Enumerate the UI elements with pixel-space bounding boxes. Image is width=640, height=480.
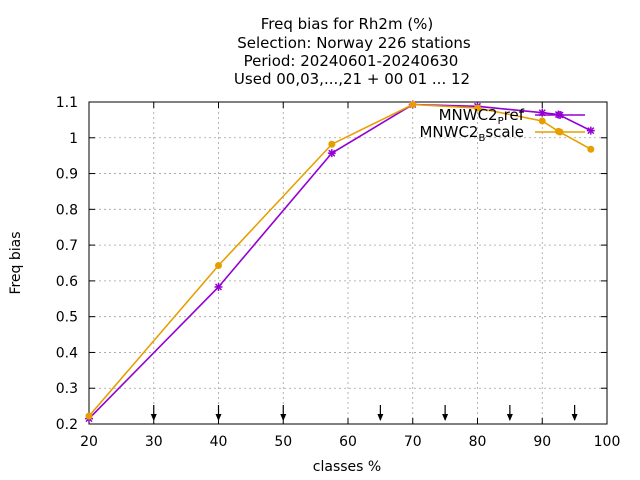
x-tick-label: 100 [594,434,621,450]
title-line-1: Freq bias for Rh2m (%) [261,15,434,33]
legend-label-tail: ref [504,106,525,124]
x-tick-label: 80 [469,434,487,450]
title-line-3: Period: 20240601-20240630 [244,52,459,70]
legend-label: MNWC2Pref [439,106,525,127]
y-tick-label: 0.9 [56,167,78,183]
y-tick-label: 0.6 [56,274,78,290]
legend-marker [556,128,564,136]
x-axis-label: classes % [313,459,381,475]
y-tick-label: 0.8 [56,202,78,218]
class-arrow-head [571,414,578,421]
class-arrow-head [215,414,222,421]
y-tick-label: 0.5 [56,310,78,326]
x-tick-label: 60 [339,434,357,450]
legend-label-main: MNWC2 [439,106,498,124]
class-arrow-head [150,414,157,421]
x-tick-label: 30 [145,434,163,450]
x-tick-label: 90 [533,434,551,450]
y-tick-label: 0.3 [56,381,78,397]
y-tick-label: 0.4 [56,345,78,361]
series-point-star [214,282,223,291]
series-point-star [556,111,564,119]
x-tick-label: 20 [80,434,98,450]
title-line-4: Used 00,03,...,21 + 00 01 ... 12 [234,70,470,88]
axes: 20 30 40 50 60 70 80 90 100 0.2 0.3 0.4 0.5 0.6 0.7 0.8… [56,95,621,450]
grid [89,102,607,424]
y-tick-label: 0.7 [56,238,78,254]
x-tick-label: 40 [210,434,228,450]
star-stroke-d2 [556,111,564,119]
series-point-circle [85,412,93,420]
series-line [88,103,592,420]
series-point-circle [538,117,546,125]
star-stroke-d2 [214,283,223,291]
x-tick-label: 70 [404,434,422,450]
x-tick-label: 50 [274,434,292,450]
y-tick-label: 1 [69,131,78,147]
series-point-star [327,149,336,158]
class-arrow-head [442,414,449,421]
legend-entry-1: MNWC2Pref [439,106,585,127]
series [85,100,595,423]
title-line-2: Selection: Norway 226 stations [237,34,471,52]
series-point-star [586,126,595,135]
y-axis-label: Freq bias [8,231,24,294]
legend-entry-2: MNWC2Bscale [419,123,585,144]
star-stroke-d2 [328,149,336,157]
series-line [88,103,592,417]
series-point-circle [474,104,481,112]
class-arrows [150,405,578,421]
star-stroke-d2 [587,127,595,135]
series-1 [85,100,595,423]
class-arrow-head [377,414,384,421]
class-arrow-head [506,414,513,421]
legend-label-sub: B [478,133,485,144]
series-point-circle [409,101,417,109]
series-point-circle [215,262,222,270]
series-point-circle [587,145,595,153]
y-tick-label: 1.1 [56,95,78,111]
class-arrow-head [280,414,287,421]
legend-label-main: MNWC2 [419,123,478,141]
legend-label-tail: scale [485,123,524,141]
chart-title: Freq bias for Rh2m (%) Selection: Norway… [234,15,471,88]
legend-label-sub: P [498,116,504,127]
legend-label: MNWC2Bscale [419,123,524,144]
series-point-circle [328,140,336,148]
y-tick-label: 0.2 [56,417,78,433]
